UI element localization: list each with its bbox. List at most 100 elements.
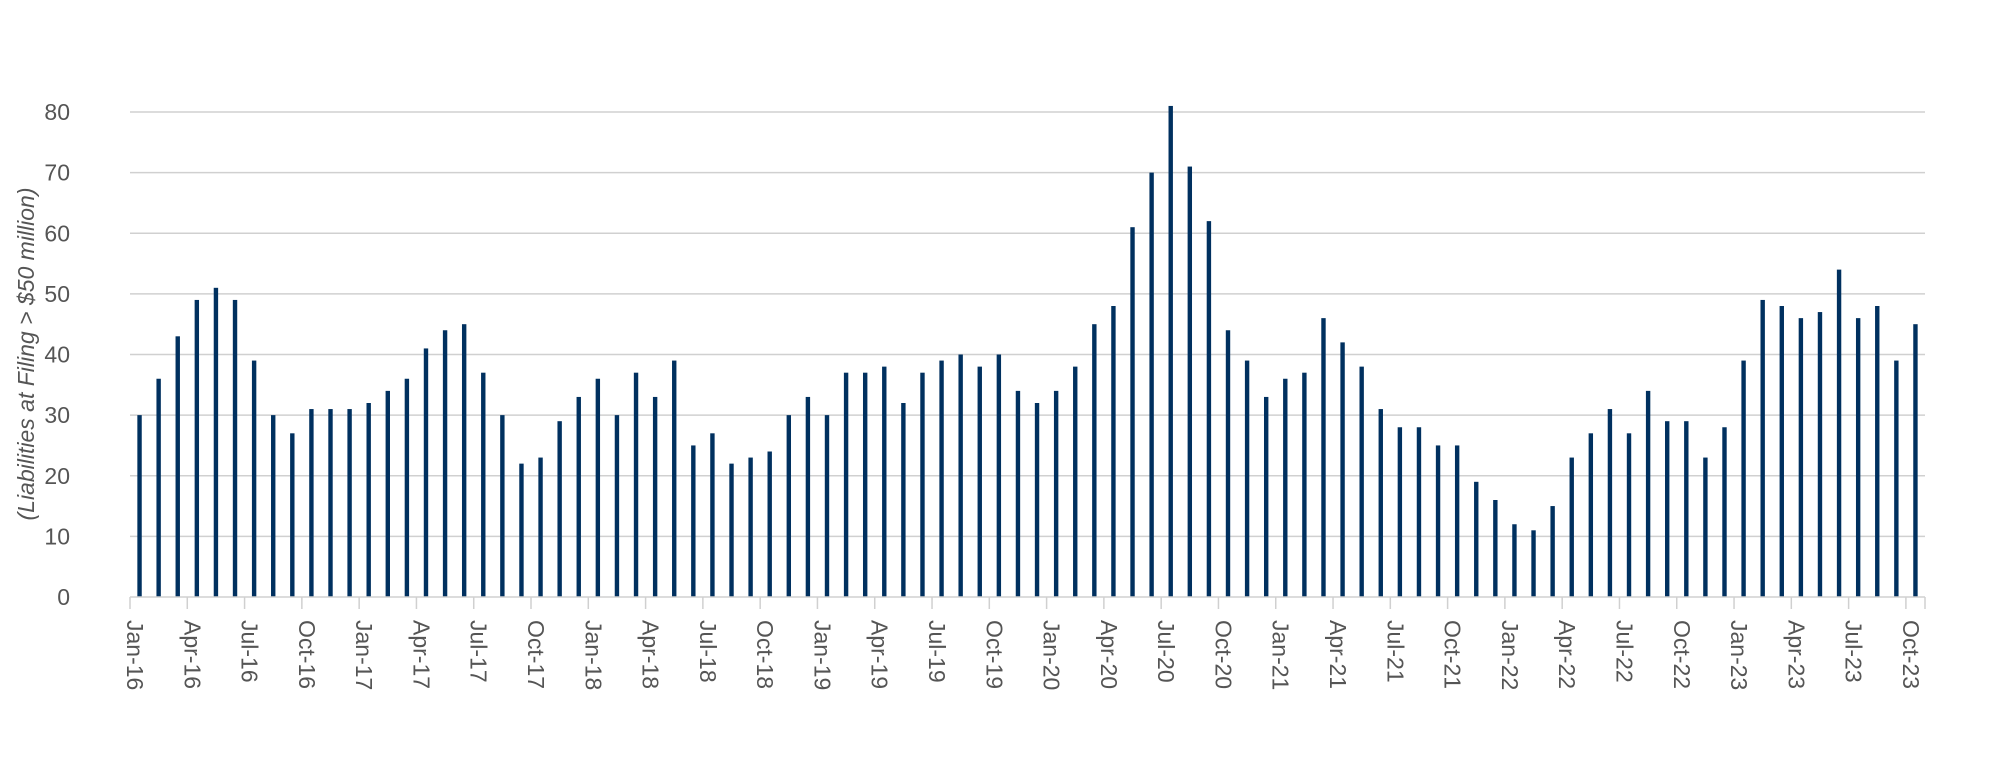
x-tick-label: Jul-22 (1611, 620, 1637, 683)
x-tick-label: Jul-23 (1841, 620, 1867, 683)
x-tick-label: Apr-16 (179, 620, 205, 689)
bar-Mar-16 (175, 336, 180, 597)
x-tick-label: Oct-16 (294, 620, 320, 689)
bar-May-20 (1130, 227, 1135, 597)
x-tick-label: Jan-20 (1039, 620, 1065, 690)
bar-May-21 (1359, 366, 1364, 597)
bar-Jan-23 (1741, 360, 1746, 597)
bar-May-16 (213, 287, 219, 597)
x-tick-label: Jul-19 (924, 620, 950, 683)
bar-Jul-16 (251, 360, 257, 597)
x-tick-label: Jan-21 (1268, 620, 1294, 690)
y-tick-label: 70 (44, 160, 70, 186)
y-tick-label: 60 (44, 220, 70, 246)
bar-Dec-17 (576, 396, 581, 597)
bar-Jan-16 (137, 415, 142, 597)
bar-Aug-22 (1645, 390, 1651, 597)
bar-Dec-16 (347, 409, 352, 597)
x-tick-label: Oct-21 (1440, 620, 1466, 689)
y-tick-label: 20 (44, 463, 70, 489)
gridlines (130, 111, 1925, 538)
y-tick-label: 50 (44, 281, 70, 307)
bar-Jun-22 (1607, 409, 1613, 597)
bar-Sep-20 (1206, 221, 1212, 597)
bar-Jul-17 (481, 372, 486, 597)
y-axis-title: (Liabilities at Filing > $50 million) (13, 187, 39, 520)
x-tick-label: Oct-23 (1898, 620, 1924, 689)
bar-Jul-19 (939, 360, 944, 597)
bar-Jun-23 (1836, 269, 1842, 597)
bar-Oct-19 (996, 354, 1002, 597)
bar-May-19 (901, 403, 906, 597)
y-tick-label: 0 (57, 584, 70, 610)
bar-Aug-16 (271, 415, 276, 597)
bar-Jan-21 (1283, 378, 1288, 597)
x-tick-label: Oct-20 (1210, 620, 1236, 689)
x-axis: Jan-16 Apr-16 Jul-16 Oct-16 Jan-17 Apr-17 Jul-… (122, 596, 1926, 690)
bar-Nov-20 (1244, 360, 1250, 597)
x-tick-label: Oct-22 (1669, 620, 1695, 689)
bar-Feb-18 (614, 415, 620, 597)
bar-Jul-23 (1855, 318, 1861, 597)
x-tick-label: Jan-19 (809, 620, 835, 690)
bar-Jul-20 (1168, 105, 1173, 597)
x-tick-label: Jan-16 (122, 620, 148, 690)
bar-Dec-21 (1493, 500, 1498, 597)
bar-Jun-17 (461, 324, 467, 597)
bar-Mar-22 (1550, 506, 1555, 597)
y-tick-label: 10 (44, 523, 70, 549)
bar-Jan-19 (824, 415, 830, 597)
bar-Oct-20 (1225, 330, 1231, 597)
y-tick-label: 40 (44, 342, 70, 368)
bar-Sep-22 (1665, 421, 1670, 597)
bar-Feb-17 (385, 390, 390, 597)
y-tick-label: 80 (44, 99, 70, 125)
bar-Sep-17 (519, 463, 524, 597)
bar-Jun-20 (1149, 172, 1154, 597)
x-tick-label: Apr-17 (408, 620, 434, 689)
bar-Mar-18 (633, 372, 639, 597)
bars (137, 105, 1918, 597)
bar-Jan-17 (366, 403, 371, 597)
bar-Oct-23 (1913, 324, 1918, 597)
bar-Sep-18 (748, 457, 753, 597)
bar-Jun-19 (920, 372, 925, 597)
bar-Feb-22 (1531, 530, 1536, 597)
bar-Jan-22 (1512, 524, 1517, 597)
bar-Jul-22 (1626, 433, 1632, 597)
bar-Feb-21 (1302, 372, 1307, 597)
bar-May-17 (442, 330, 448, 597)
bar-Oct-18 (767, 451, 772, 597)
x-tick-label: Jul-20 (1153, 620, 1179, 683)
bar-Feb-23 (1760, 299, 1765, 597)
y-tick-label: 30 (44, 402, 70, 428)
bar-May-18 (672, 360, 677, 597)
bar-Apr-21 (1340, 342, 1345, 597)
x-tick-label: Jan-23 (1726, 620, 1752, 690)
x-tick-label: Apr-20 (1096, 620, 1122, 689)
x-tick-label: Apr-23 (1783, 620, 1809, 689)
x-tick-label: Jan-22 (1497, 620, 1523, 690)
bar-Aug-21 (1416, 427, 1422, 597)
bar-Oct-21 (1454, 445, 1460, 597)
x-tick-label: Apr-19 (867, 620, 893, 689)
bar-May-22 (1588, 433, 1594, 597)
x-tick-label: Jan-17 (351, 620, 377, 690)
bar-Feb-19 (843, 372, 849, 597)
bar-Nov-16 (328, 409, 333, 597)
bar-Sep-16 (290, 433, 295, 597)
bar-Mar-23 (1779, 306, 1784, 597)
bar-Apr-19 (882, 366, 887, 597)
y-axis-ticks: 0 10 20 30 40 50 60 70 80 (44, 99, 70, 610)
x-tick-label: Jul-16 (237, 620, 263, 683)
x-tick-label: Apr-22 (1554, 620, 1580, 689)
bar-Jul-21 (1397, 427, 1403, 597)
bar-Dec-18 (805, 396, 811, 597)
bar-Jan-20 (1053, 390, 1059, 597)
bar-Jun-16 (232, 299, 238, 597)
bar-Dec-20 (1263, 396, 1269, 597)
x-tick-label: Jan-18 (580, 620, 606, 690)
x-tick-label: Oct-18 (752, 620, 778, 689)
bar-Mar-17 (404, 378, 410, 597)
